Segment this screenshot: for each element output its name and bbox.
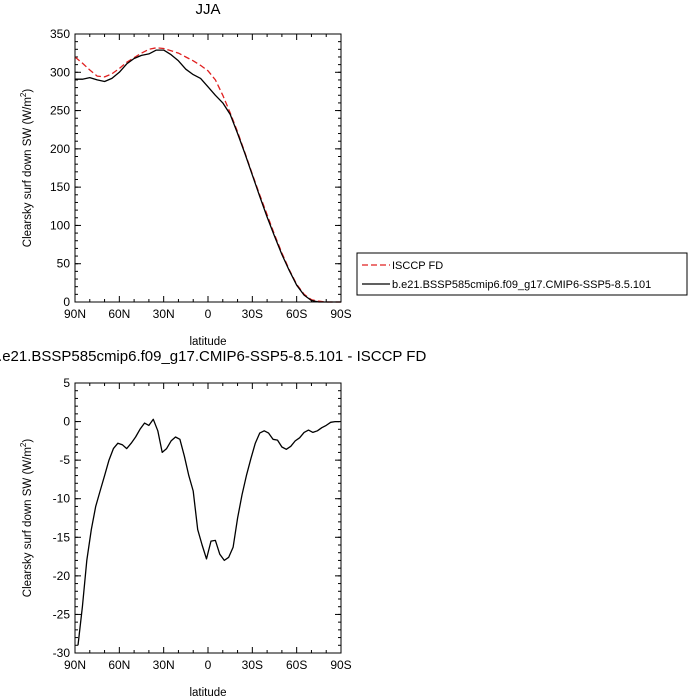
top-y-tick-label: 0 [63, 295, 70, 309]
top-plot-frame [74, 33, 342, 303]
bottom-y-tick-label: -30 [53, 646, 71, 660]
bottom-x-tick-label: 0 [205, 658, 212, 672]
top-y-tick-label: 150 [50, 180, 70, 194]
legend-label-isccp: ISCCP FD [392, 260, 443, 272]
legend-label-model: b.e21.BSSP585cmip6.f09_g17.CMIP6-SSP5-8.… [392, 279, 651, 291]
top-y-tick-label: 100 [50, 218, 70, 232]
bottom-y-tick-label: -5 [59, 453, 70, 467]
top-y-axis-label: Clearsky surf down SW (W/m2) [19, 89, 34, 248]
bottom-x-tick-label: 30N [153, 658, 175, 672]
top-legend: ISCCP FD b.e21.BSSP585cmip6.f09_g17.CMIP… [356, 252, 688, 296]
top-x-tick-label: 30S [242, 307, 263, 321]
top-x-axis-label: latitude [189, 336, 226, 348]
bottom-plot-frame [74, 382, 342, 654]
top-x-tick-label: 60S [286, 307, 307, 321]
top-series-line-0 [74, 47, 341, 303]
bottom-x-tick-label: 90S [330, 658, 351, 672]
bottom-y-tick-label: 5 [63, 376, 70, 390]
top-x-tick-label: 60N [108, 307, 130, 321]
bottom-y-tick-label: -20 [53, 569, 71, 583]
top-y-tick-label: 350 [50, 27, 70, 41]
bottom-axis-ticks: 90N 60N 30N 0 30S 60S 90S -30 -25 -20 -15 -10 -5 0 5 [53, 376, 352, 672]
bottom-y-tick-label: -25 [53, 607, 71, 621]
bottom-x-tick-label: 30S [242, 658, 263, 672]
top-y-tick-label: 300 [50, 65, 70, 79]
legend-box [356, 252, 688, 296]
top-x-tick-label: 0 [205, 307, 212, 321]
top-y-tick-label: 250 [50, 104, 70, 118]
top-x-tick-label: 30N [153, 307, 175, 321]
bottom-series-lines [77, 418, 340, 646]
top-y-tick-label: 50 [57, 257, 71, 271]
bottom-x-axis-label: latitude [189, 687, 226, 699]
bottom-x-tick-label: 90N [64, 658, 86, 672]
bottom-y-axis-label: Clearsky surf down SW (W/m2) [19, 439, 34, 598]
bottom-series-line-0 [77, 418, 340, 646]
bottom-y-tick-label: -15 [53, 530, 71, 544]
top-panel: JJA 90N 60N 30N 0 30S 60S 90S 0 50 100 150 200 250 30… [19, 1, 688, 348]
bottom-chart-title: b.e21.BSSP585cmip6.f09_g17.CMIP6-SSP5-8.… [0, 348, 426, 365]
top-x-tick-label: 90S [330, 307, 351, 321]
top-chart-title: JJA [195, 1, 220, 18]
top-axis-ticks: 90N 60N 30N 0 30S 60S 90S 0 50 100 150 200 250 300 350 [50, 27, 352, 321]
bottom-x-tick-label: 60S [286, 658, 307, 672]
bottom-x-tick-label: 60N [108, 658, 130, 672]
top-y-tick-label: 200 [50, 142, 70, 156]
bottom-y-tick-label: -10 [53, 492, 71, 506]
bottom-y-tick-label: 0 [63, 415, 70, 429]
top-series-lines [74, 47, 341, 303]
top-x-tick-label: 90N [64, 307, 86, 321]
bottom-panel: b.e21.BSSP585cmip6.f09_g17.CMIP6-SSP5-8.… [0, 348, 426, 699]
top-series-line-1 [75, 49, 341, 303]
